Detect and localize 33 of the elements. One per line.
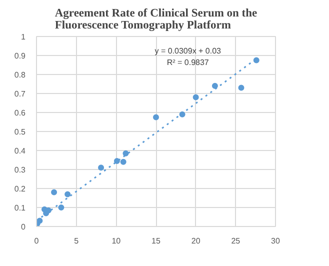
point bbox=[51, 189, 58, 196]
point bbox=[114, 158, 120, 164]
y-tick-label: 1 bbox=[21, 32, 26, 42]
chart-title: Agreement Rate of Clinical Serum on the Fluorescence Tomography Platform bbox=[54, 8, 258, 32]
x-tick-label: 0 bbox=[34, 236, 40, 246]
x-tick-label: 10 bbox=[112, 236, 122, 246]
point bbox=[238, 84, 244, 91]
point bbox=[64, 191, 71, 198]
point bbox=[36, 218, 43, 224]
x-tick-label: 5 bbox=[74, 236, 80, 246]
point bbox=[122, 150, 129, 156]
y-tick-label: 0.3 bbox=[14, 166, 26, 174]
point bbox=[120, 158, 126, 165]
y-tick-label: 0.6 bbox=[14, 108, 26, 118]
y-tick-label: 0.1 bbox=[14, 204, 26, 212]
y-tick-label: 0.9 bbox=[14, 52, 26, 60]
annotation: R² = 0.9837 bbox=[166, 58, 210, 67]
y-tick-label: 0.7 bbox=[14, 90, 26, 98]
x-tick-label: 20 bbox=[191, 236, 201, 246]
y-tick-label: 0.5 bbox=[14, 128, 26, 136]
y-tick-label: 0.8 bbox=[14, 70, 26, 80]
x-tick-label: 15 bbox=[152, 236, 161, 246]
y-tick-label: 0 bbox=[21, 222, 26, 232]
point bbox=[58, 204, 64, 210]
point bbox=[98, 164, 104, 171]
point bbox=[192, 94, 199, 100]
point bbox=[153, 114, 159, 120]
x-tick-label: 30 bbox=[271, 236, 280, 246]
point bbox=[212, 82, 218, 89]
annotation: y = 0.0309x + 0.03 bbox=[154, 46, 222, 56]
y-tick-label: 0.4 bbox=[14, 146, 26, 156]
x-tick-label: 25 bbox=[231, 236, 241, 246]
y-tick-label: 0.2 bbox=[14, 184, 26, 194]
